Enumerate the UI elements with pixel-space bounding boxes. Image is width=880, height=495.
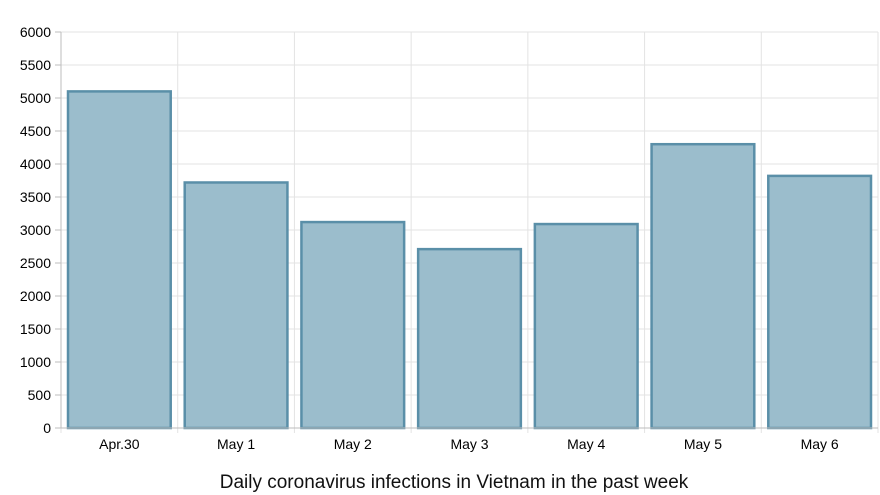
y-tick-label: 5000 — [20, 90, 51, 106]
bar — [416, 247, 523, 430]
y-tick-label: 2000 — [20, 288, 51, 304]
bars — [66, 90, 873, 430]
y-tick-label: 500 — [28, 387, 52, 403]
bar — [650, 142, 756, 430]
y-tick-label: 5500 — [20, 57, 51, 73]
x-tick-label: May 2 — [334, 436, 372, 452]
y-tick-label: 2500 — [20, 255, 51, 271]
x-tick-label: Apr.30 — [99, 436, 140, 452]
y-tick-label: 6000 — [20, 24, 51, 40]
bar — [183, 181, 289, 430]
x-tick-label: May 1 — [217, 436, 255, 452]
bar — [533, 222, 639, 430]
y-tick-label: 3500 — [20, 189, 51, 205]
bar — [66, 90, 172, 430]
y-tick-label: 1000 — [20, 354, 51, 370]
x-tick-label: May 6 — [801, 436, 839, 452]
y-tick-label: 4000 — [20, 156, 51, 172]
x-tick-label: May 3 — [450, 436, 488, 452]
y-tick-label: 1500 — [20, 321, 51, 337]
x-tick-label: May 4 — [567, 436, 605, 452]
chart-title: Daily coronavirus infections in Vietnam … — [220, 472, 689, 493]
bar — [767, 174, 873, 430]
bar — [300, 220, 406, 430]
y-tick-label: 4500 — [20, 123, 51, 139]
x-tick-label: May 5 — [684, 436, 722, 452]
y-axis-ticks: 0 500 1000 1500 2000 2500 3000 3500 4000 4500 5000… — [20, 24, 61, 436]
y-tick-label: 3000 — [20, 222, 51, 238]
y-tick-label: 0 — [43, 420, 51, 436]
x-axis-ticks: Apr.30 May 1 May 2 May 3 May 4 May 5 May 6 — [99, 436, 839, 452]
